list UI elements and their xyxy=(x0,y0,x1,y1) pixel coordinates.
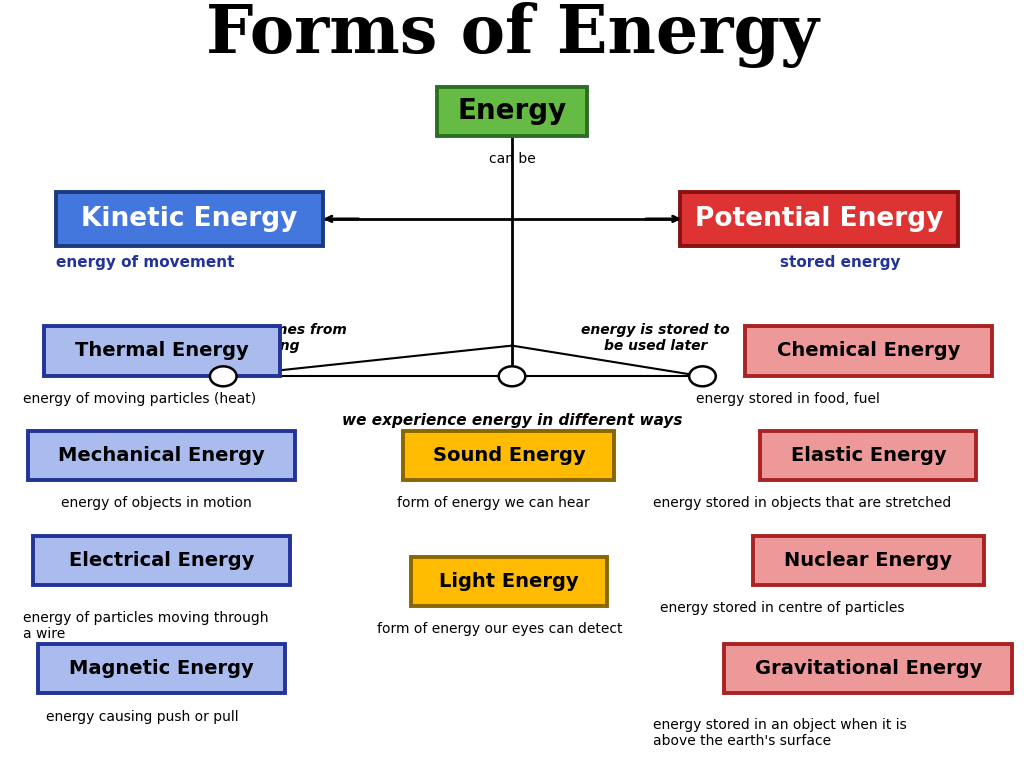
Text: energy comes from
moving: energy comes from moving xyxy=(196,323,347,353)
Text: Sound Energy: Sound Energy xyxy=(432,446,586,465)
Text: energy causing push or pull: energy causing push or pull xyxy=(46,710,239,724)
FancyBboxPatch shape xyxy=(753,536,984,585)
Text: form of energy we can hear: form of energy we can hear xyxy=(397,496,590,510)
Text: we experience energy in different ways: we experience energy in different ways xyxy=(342,413,682,429)
Text: Electrical Energy: Electrical Energy xyxy=(69,551,255,570)
Text: energy stored in an object when it is
above the earth's surface: energy stored in an object when it is ab… xyxy=(653,718,907,748)
Text: energy is stored to
be used later: energy is stored to be used later xyxy=(581,323,730,353)
Text: form of energy our eyes can detect: form of energy our eyes can detect xyxy=(377,622,623,636)
FancyBboxPatch shape xyxy=(33,536,291,585)
Text: energy stored in objects that are stretched: energy stored in objects that are stretc… xyxy=(653,496,951,510)
Text: energy stored in food, fuel: energy stored in food, fuel xyxy=(696,392,881,406)
Text: energy stored in centre of particles: energy stored in centre of particles xyxy=(660,601,905,614)
Text: Potential Energy: Potential Energy xyxy=(695,206,943,232)
Text: Magnetic Energy: Magnetic Energy xyxy=(70,659,254,677)
Text: Mechanical Energy: Mechanical Energy xyxy=(58,446,265,465)
Text: Kinetic Energy: Kinetic Energy xyxy=(81,206,298,232)
FancyBboxPatch shape xyxy=(437,87,587,136)
FancyBboxPatch shape xyxy=(403,431,614,480)
Text: energy of moving particles (heat): energy of moving particles (heat) xyxy=(23,392,256,406)
FancyBboxPatch shape xyxy=(39,644,285,693)
FancyBboxPatch shape xyxy=(724,644,1012,693)
Circle shape xyxy=(499,366,525,386)
Text: energy of particles moving through
a wire: energy of particles moving through a wir… xyxy=(23,611,268,641)
Text: Energy: Energy xyxy=(458,98,566,125)
Text: Thermal Energy: Thermal Energy xyxy=(75,342,249,360)
Text: stored energy: stored energy xyxy=(780,255,901,270)
Text: Chemical Energy: Chemical Energy xyxy=(776,342,961,360)
FancyBboxPatch shape xyxy=(760,431,976,480)
Text: energy of objects in motion: energy of objects in motion xyxy=(61,496,252,510)
Text: energy of movement: energy of movement xyxy=(56,255,234,270)
FancyBboxPatch shape xyxy=(680,192,958,246)
Circle shape xyxy=(689,366,716,386)
Text: Light Energy: Light Energy xyxy=(439,572,579,591)
FancyBboxPatch shape xyxy=(43,326,281,376)
Text: Forms of Energy: Forms of Energy xyxy=(206,2,818,68)
FancyBboxPatch shape xyxy=(744,326,991,376)
FancyBboxPatch shape xyxy=(411,557,606,606)
Text: Elastic Energy: Elastic Energy xyxy=(791,446,946,465)
FancyBboxPatch shape xyxy=(55,192,324,246)
Text: Nuclear Energy: Nuclear Energy xyxy=(784,551,952,570)
Text: can be: can be xyxy=(488,152,536,166)
FancyBboxPatch shape xyxy=(29,431,296,480)
Circle shape xyxy=(210,366,237,386)
Text: Gravitational Energy: Gravitational Energy xyxy=(755,659,982,677)
